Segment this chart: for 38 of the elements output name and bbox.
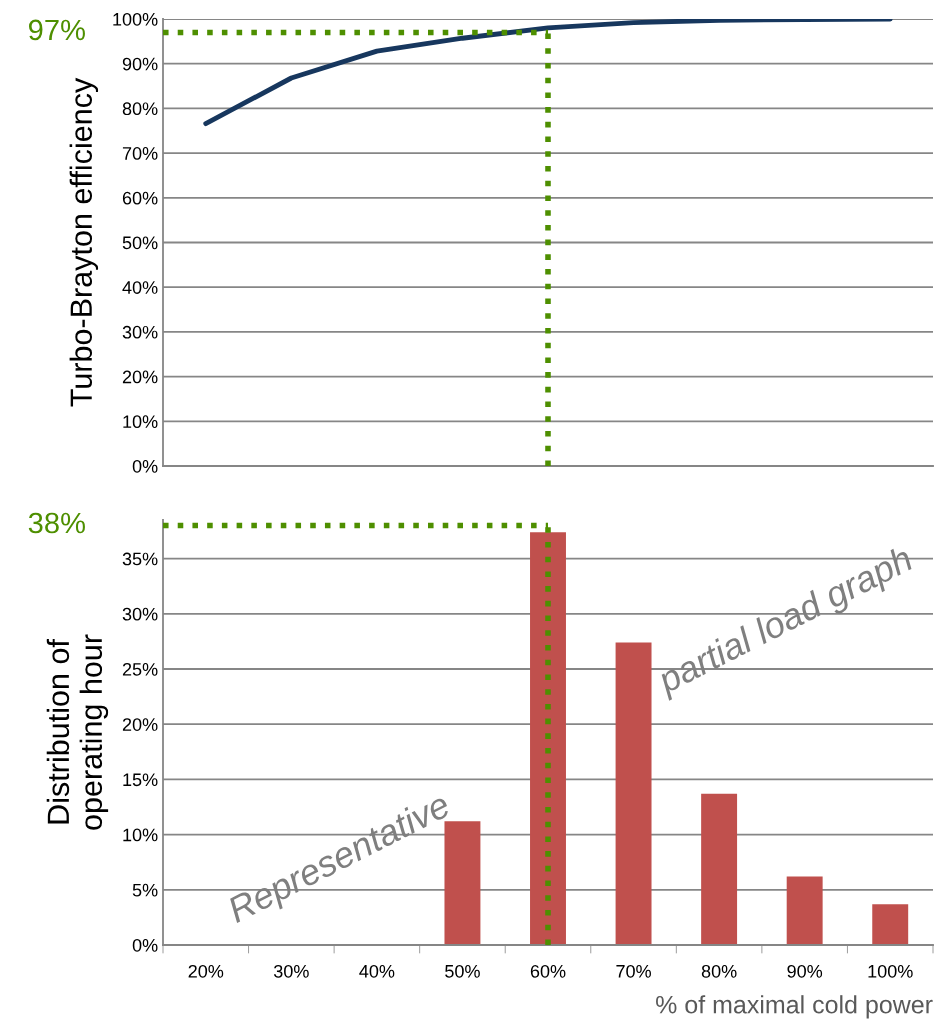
- y-tick-label: 20%: [122, 370, 158, 384]
- y-tick-label: 10%: [123, 828, 158, 842]
- x-tick-label: 40%: [359, 964, 395, 978]
- y-tick-label: 80%: [122, 102, 158, 116]
- y-tick-label: 40%: [122, 281, 158, 294]
- x-axis-title: % of maximal cold power: [656, 995, 933, 1019]
- x-tick-label: 100%: [868, 964, 913, 978]
- y-tick-label: 0%: [132, 459, 158, 473]
- x-tick-label: 20%: [188, 964, 224, 978]
- bar: [786, 876, 823, 945]
- x-tick-label: 30%: [273, 964, 309, 978]
- y-tick-label: 5%: [132, 883, 158, 897]
- y-axis-title: Turbo-Brayton efficiency: [69, 77, 99, 407]
- x-tick-label: 80%: [701, 964, 737, 978]
- bar: [701, 793, 738, 945]
- ref-line-label: 38%: [28, 512, 85, 534]
- y-tick-label: 25%: [122, 662, 158, 676]
- y-tick-label: 90%: [122, 57, 158, 71]
- bar: [615, 642, 652, 945]
- x-tick-label: 70%: [616, 964, 651, 978]
- y-tick-label: 30%: [122, 607, 158, 621]
- y-tick-label: 30%: [122, 325, 158, 339]
- y-tick-label: 20%: [122, 718, 158, 731]
- y-tick-label: 15%: [123, 773, 158, 787]
- y-tick-label: 100%: [113, 12, 158, 26]
- x-tick-label: 90%: [787, 964, 823, 978]
- y-axis-title: Distribution of operating hour: [46, 634, 109, 830]
- x-tick-label: 50%: [445, 964, 480, 978]
- x-tick-label: 60%: [530, 964, 566, 978]
- y-tick-label: 10%: [123, 415, 158, 429]
- y-tick-label: 70%: [122, 147, 158, 160]
- y-tick-label: 0%: [132, 938, 158, 952]
- y-tick-label: 35%: [122, 552, 158, 566]
- ref-line-label: 97%: [28, 19, 85, 41]
- bar: [872, 904, 909, 945]
- line-series: [203, 19, 893, 127]
- y-tick-label: 60%: [122, 191, 158, 205]
- y-tick-label: 50%: [122, 236, 158, 250]
